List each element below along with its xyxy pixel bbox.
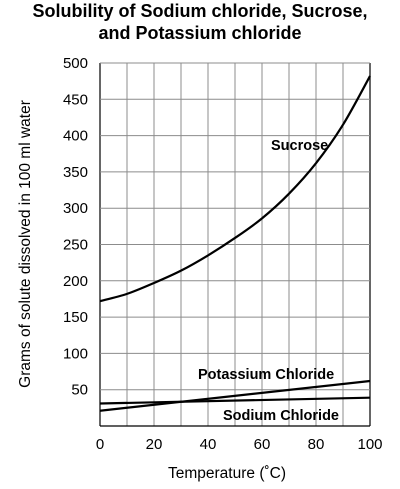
- y-tick-label: 500: [63, 55, 88, 72]
- x-tick-label: 80: [308, 436, 325, 453]
- grid-lines: [99, 62, 371, 427]
- chart-title-line-1: Solubility of Sodium chloride, Sucrose,: [32, 1, 368, 21]
- chart-title-line-2: and Potassium chloride: [98, 23, 302, 43]
- y-tick-label: 100: [63, 345, 88, 362]
- y-tick-label: 250: [63, 237, 88, 254]
- x-tick-label: 100: [357, 436, 382, 453]
- y-tick-label: 200: [63, 273, 88, 290]
- label-sucrose: Sucrose: [271, 138, 328, 154]
- series-lines: [99, 75, 371, 412]
- label-sodium-chloride: Sodium Chloride: [223, 408, 339, 424]
- series-line-sodium-chloride: [99, 396, 371, 405]
- label-potassium-chloride: Potassium Chloride: [198, 367, 334, 383]
- tick-labels: 50 100 150 200 250 300 350 400 450 500 0 20 40 60 80 10…: [63, 55, 383, 453]
- y-tick-label: 450: [63, 91, 88, 108]
- x-tick-label: 0: [96, 436, 104, 453]
- x-tick-label: 20: [146, 436, 163, 453]
- y-tick-label: 150: [63, 309, 88, 326]
- x-axis-title: Temperature (˚C): [168, 465, 286, 482]
- chart-title: Solubility of Sodium chloride, Sucrose, …: [0, 0, 400, 44]
- y-axis-title: Grams of solute dissolved in 100 ml wate…: [17, 100, 34, 388]
- x-tick-label: 60: [254, 436, 271, 453]
- series-line-sucrose: [99, 75, 371, 303]
- x-tick-label: 40: [200, 436, 217, 453]
- y-tick-label: 300: [63, 200, 88, 217]
- y-tick-label: 50: [71, 382, 88, 399]
- y-tick-label: 400: [63, 128, 88, 145]
- y-tick-label: 350: [63, 164, 88, 181]
- series-line-potassium-chloride: [99, 379, 371, 412]
